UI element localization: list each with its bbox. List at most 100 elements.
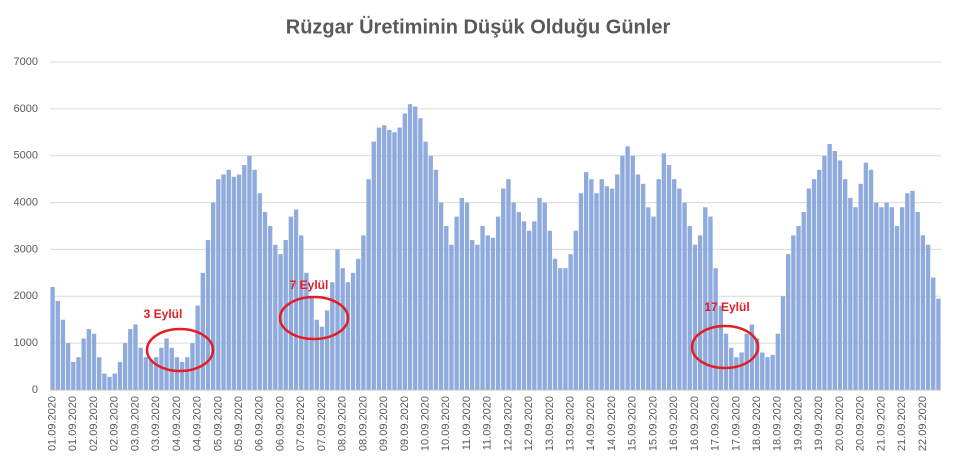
annotation-ellipse — [145, 327, 215, 373]
bar — [713, 268, 718, 390]
bar — [863, 162, 869, 390]
x-tick-label: 14.09.2020 — [585, 396, 597, 451]
bar — [433, 169, 439, 390]
bar — [50, 286, 55, 390]
bar — [112, 373, 117, 390]
bar — [703, 207, 708, 390]
x-tick-label: 04.09.2020 — [192, 396, 204, 451]
bar — [226, 169, 231, 390]
bar — [583, 172, 589, 390]
bar — [734, 357, 739, 390]
bar — [438, 202, 444, 390]
bar — [526, 230, 532, 390]
x-tick-label: 08.09.2020 — [337, 396, 349, 451]
bar — [143, 357, 149, 390]
x-tick-label: 03.09.2020 — [129, 396, 141, 451]
bar — [299, 235, 304, 390]
bar — [413, 106, 418, 390]
bar — [252, 169, 257, 390]
bar — [511, 202, 516, 390]
x-tick-label: 12.09.2020 — [502, 396, 514, 451]
bar — [267, 226, 273, 390]
bar — [837, 160, 843, 390]
bar — [931, 277, 936, 390]
bar — [552, 258, 558, 390]
bar — [304, 272, 309, 390]
bar — [661, 153, 667, 390]
bar — [754, 338, 760, 390]
bar — [573, 230, 578, 390]
x-tick-label: 02.09.2020 — [109, 396, 121, 451]
x-tick-label: 04.09.2020 — [171, 396, 183, 451]
bar — [236, 174, 242, 390]
x-tick-label: 02.09.2020 — [88, 396, 100, 451]
bar — [495, 216, 501, 390]
bar — [780, 296, 786, 390]
x-tick-label: 20.09.2020 — [834, 396, 846, 451]
x-tick-label: 19.09.2020 — [792, 396, 804, 451]
x-tick-label: 01.09.2020 — [67, 396, 79, 451]
y-tick-label: 1000 — [14, 337, 38, 349]
bar — [708, 216, 713, 390]
x-tick-label: 18.09.2020 — [772, 396, 784, 451]
annotation: 7 Eylül — [290, 278, 329, 292]
bar — [568, 254, 573, 390]
x-tick-label: 13.09.2020 — [565, 396, 577, 451]
bar — [506, 179, 511, 390]
bar — [609, 188, 615, 390]
bar — [646, 207, 651, 390]
x-tick-label: 12.09.2020 — [523, 396, 535, 451]
bar — [174, 357, 180, 390]
x-tick-label: 15.09.2020 — [647, 396, 659, 451]
bar — [314, 319, 319, 390]
annotation: 17 Eylül — [704, 300, 749, 314]
bar — [154, 357, 159, 390]
bar — [107, 376, 112, 390]
x-tick-label: 21.09.2020 — [875, 396, 887, 451]
bar — [521, 221, 527, 390]
bar — [594, 193, 599, 390]
bar — [640, 183, 646, 390]
bar — [324, 310, 330, 390]
bar — [81, 338, 86, 390]
bar — [827, 144, 832, 390]
bar — [672, 179, 677, 390]
bar — [770, 354, 775, 390]
bar — [874, 202, 879, 390]
bar — [558, 268, 563, 390]
bar — [190, 343, 195, 390]
bar — [765, 357, 770, 390]
bar — [356, 258, 361, 390]
bar — [884, 202, 889, 390]
bar — [480, 226, 485, 390]
x-tick-label: 19.09.2020 — [813, 396, 825, 451]
bar — [247, 155, 252, 390]
bar — [485, 235, 490, 390]
bar — [148, 359, 154, 390]
bar — [858, 183, 863, 390]
x-tick-label: 16.09.2020 — [689, 396, 701, 451]
bar — [211, 202, 216, 390]
x-tick-label: 07.09.2020 — [316, 396, 328, 451]
bar — [366, 179, 371, 390]
chart-title: Rüzgar Üretiminin Düşük Olduğu Günler — [286, 15, 671, 38]
bar — [231, 176, 237, 390]
bar — [423, 141, 428, 390]
bar — [65, 343, 71, 390]
bar — [71, 361, 76, 390]
bar — [811, 179, 817, 390]
bar — [164, 338, 169, 390]
x-tick-label: 11.09.2020 — [482, 396, 494, 450]
bar — [361, 235, 366, 390]
bar — [687, 226, 692, 390]
bar — [806, 188, 812, 390]
bar — [936, 298, 941, 390]
bar — [547, 230, 553, 390]
x-tick-label: 08.09.2020 — [357, 396, 369, 451]
bar — [760, 352, 765, 390]
bar — [822, 155, 827, 390]
x-tick-label: 15.09.2020 — [627, 396, 639, 451]
y-tick-label: 6000 — [14, 103, 38, 115]
bar — [428, 155, 433, 390]
x-tick-label: 13.09.2020 — [544, 396, 556, 451]
